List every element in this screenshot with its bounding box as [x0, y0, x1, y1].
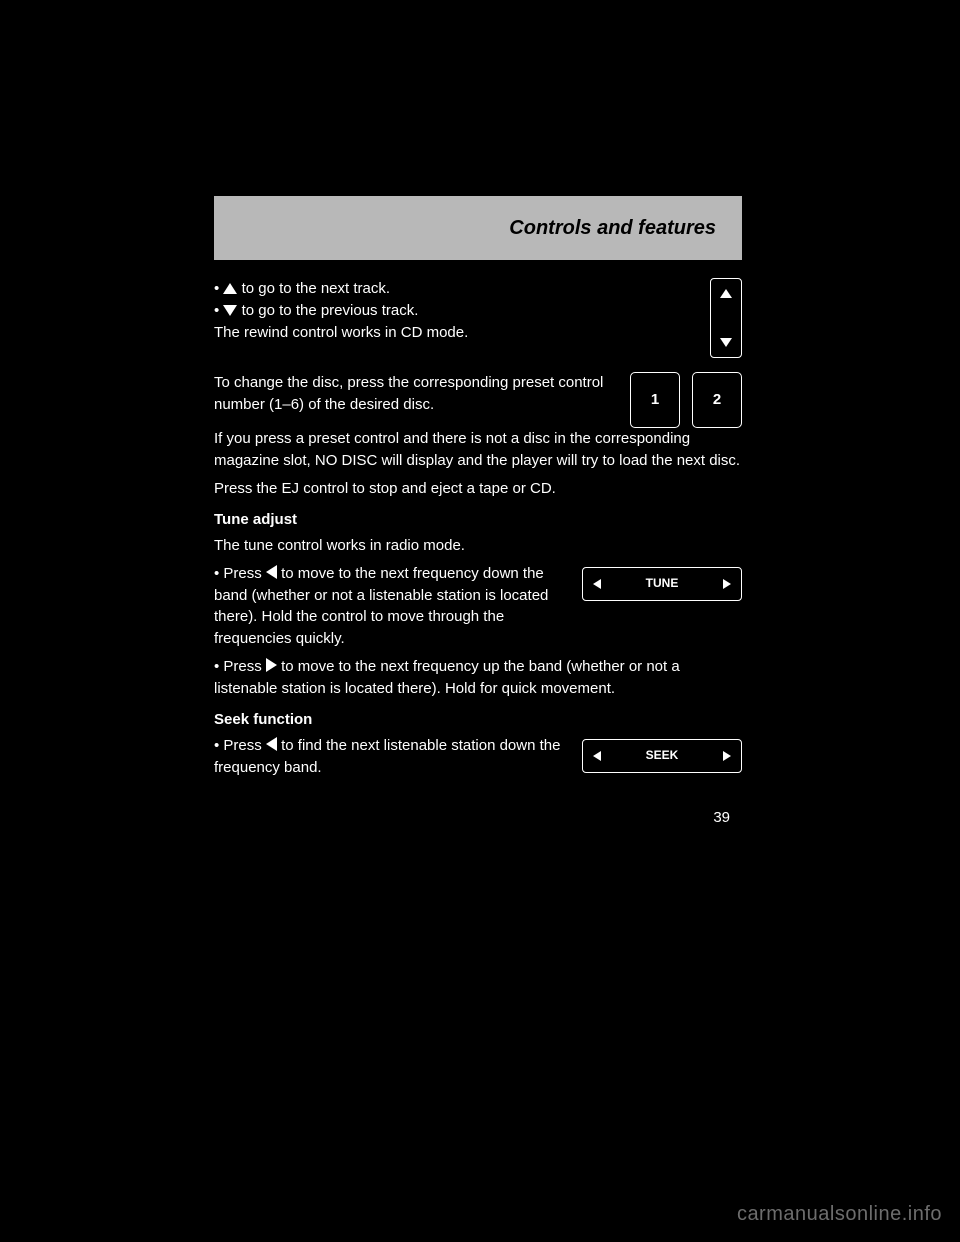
page-content: • to go to the next track. • to go to th… [214, 260, 742, 828]
bullet: • [214, 280, 219, 297]
seek-heading: Seek function [214, 709, 742, 731]
seek-bar-illustration: SEEK [582, 735, 742, 773]
preset-button-1: 1 [630, 372, 680, 428]
down-arrow-icon [223, 305, 237, 316]
tune-heading: Tune adjust [214, 509, 742, 531]
right-arrow-icon [266, 658, 277, 672]
left-arrow-icon [266, 565, 277, 579]
page-header: Controls and features [214, 196, 742, 260]
rocker-up-icon [720, 289, 732, 298]
seek-bar: SEEK [582, 739, 742, 773]
tune-text: • Press to move to the next frequency do… [214, 563, 564, 650]
tune-bar: TUNE [582, 567, 742, 601]
bar-left-icon [593, 579, 601, 589]
watermark: carmanualsonline.info [737, 1203, 942, 1226]
disc-para2: If you press a preset control and there … [214, 428, 742, 472]
disc-para3: Press the EJ control to stop and eject a… [214, 478, 742, 500]
track-nav-text: • to go to the next track. • to go to th… [214, 278, 692, 349]
rocker-down-icon [720, 338, 732, 347]
seek-bar-label: SEEK [646, 747, 679, 764]
bar-left-icon [593, 751, 601, 761]
disc-change-text: To change the disc, press the correspond… [214, 372, 612, 422]
tune-bar-label: TUNE [646, 575, 679, 592]
disc-para1: To change the disc, press the correspond… [214, 372, 612, 416]
section-disc-change: To change the disc, press the correspond… [214, 372, 742, 428]
seek-text: • Press to find the next listenable stat… [214, 735, 564, 779]
preset-button-2: 2 [692, 372, 742, 428]
tune-bar-illustration: TUNE [582, 563, 742, 601]
section-tune: • Press to move to the next frequency do… [214, 563, 742, 650]
left-arrow-icon [266, 737, 277, 751]
vert-rocker-button [710, 278, 742, 358]
vertical-rocker-illustration [710, 278, 742, 358]
line2-text: to go to the previous track. [242, 302, 419, 319]
seek-line1-pre: • Press [214, 737, 262, 754]
preset-buttons-illustration: 1 2 [630, 372, 742, 428]
tune-line1-post: to move to the next frequency down the b… [214, 565, 548, 647]
tune-line2-pre: • Press [214, 658, 262, 675]
manual-page: Controls and features • to go to the nex… [214, 196, 742, 1052]
bar-right-icon [723, 751, 731, 761]
up-arrow-icon [223, 283, 237, 294]
page-number: 39 [214, 807, 742, 829]
rewind-note: The rewind control works in CD mode. [214, 322, 692, 344]
tune-body: The tune control works in radio mode. [214, 535, 742, 557]
tune-line1-pre: • Press [214, 565, 262, 582]
line1-text: to go to the next track. [242, 280, 390, 297]
section-seek: • Press to find the next listenable stat… [214, 735, 742, 779]
header-title: Controls and features [509, 217, 716, 240]
bullet: • [214, 302, 219, 319]
bar-right-icon [723, 579, 731, 589]
tune-line2-post: to move to the next frequency up the ban… [214, 658, 680, 697]
section-track-nav: • to go to the next track. • to go to th… [214, 278, 742, 358]
